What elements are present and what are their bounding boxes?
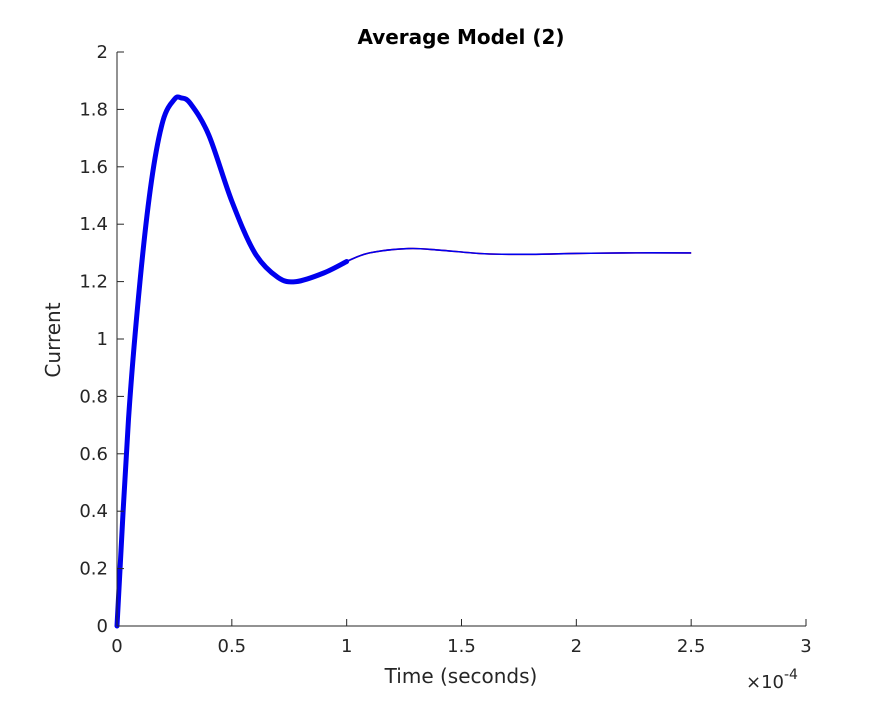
y-tick-label: 1.8: [79, 99, 108, 120]
y-tick-label: 1.2: [79, 272, 108, 293]
x-exponent-label: ×10-4: [746, 667, 798, 693]
series-layer: [114, 94, 692, 629]
y-tick-label: 0.2: [79, 559, 108, 580]
x-tick-label: 0.5: [218, 636, 247, 657]
y-tick-label: 1.6: [79, 157, 108, 178]
axes: 0 0.5 1 1.5 2 2.5 3 0 0.2 0.4 0.6 0.8 1 1.2 1.4 1.6 1.8 2: [79, 42, 811, 657]
x-tick-label: 1: [341, 636, 352, 657]
series-line-0: [116, 96, 692, 627]
y-tick-label: 1.4: [79, 214, 108, 235]
x-tick-label: 0: [111, 636, 122, 657]
y-axis-label: Current: [41, 302, 65, 377]
y-tick-label: 1: [97, 329, 108, 350]
x-tick-label: 2: [571, 636, 582, 657]
x-tick-label: 2.5: [677, 636, 706, 657]
series-line-1: [116, 96, 692, 627]
x-axis-label: Time (seconds): [384, 664, 538, 688]
x-exponent-base: ×10: [746, 672, 784, 693]
chart-title: Average Model (2): [357, 25, 564, 49]
y-tick-label: 2: [97, 42, 108, 63]
x-tick-label: 3: [800, 636, 811, 657]
y-tick-label: 0.4: [79, 501, 108, 522]
y-tick-label: 0.6: [79, 444, 108, 465]
y-tick-label: 0: [97, 616, 108, 637]
x-exponent-power: -4: [784, 667, 798, 683]
y-tick-label: 0.8: [79, 386, 108, 407]
x-tick-label: 1.5: [447, 636, 476, 657]
